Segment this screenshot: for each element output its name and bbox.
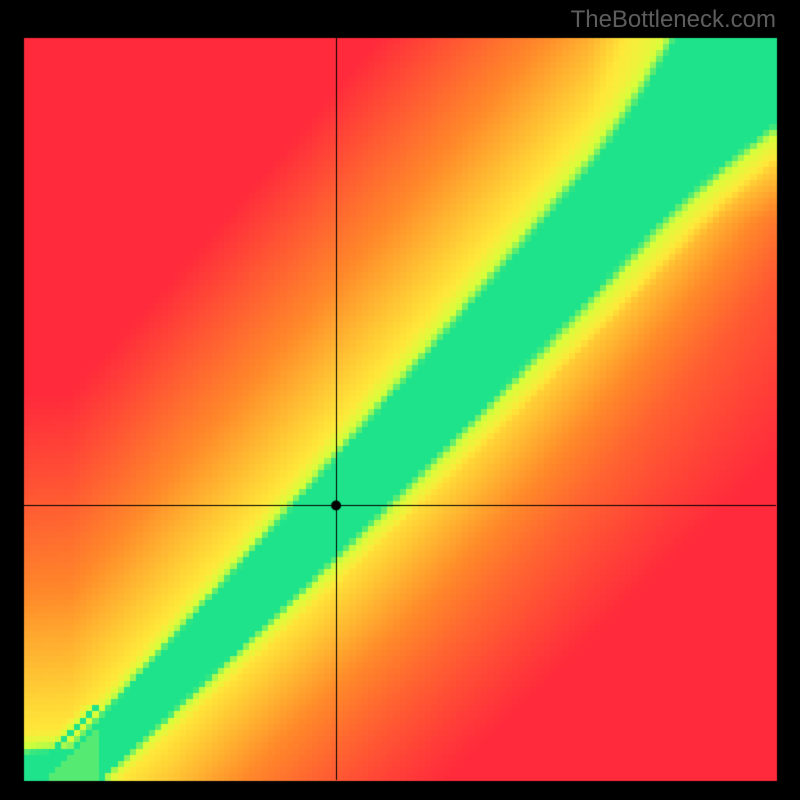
- bottleneck-heatmap: [0, 0, 800, 800]
- watermark-text: TheBottleneck.com: [571, 6, 776, 34]
- chart-container: TheBottleneck.com: [0, 0, 800, 800]
